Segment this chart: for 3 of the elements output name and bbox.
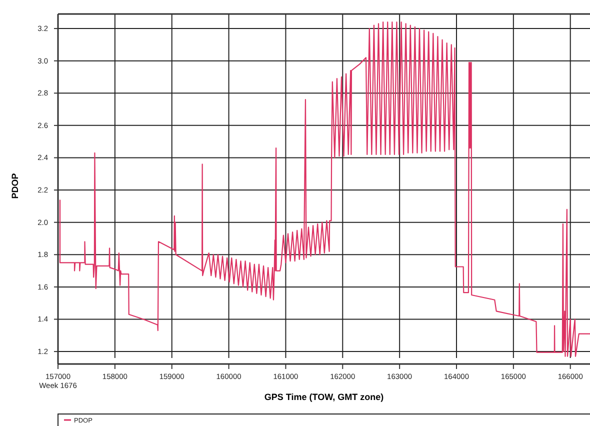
line-series [59,22,590,357]
y-axis-title: PDOP [10,173,20,199]
x-axis-title: GPS Time (TOW, GMT zone) [264,392,384,402]
